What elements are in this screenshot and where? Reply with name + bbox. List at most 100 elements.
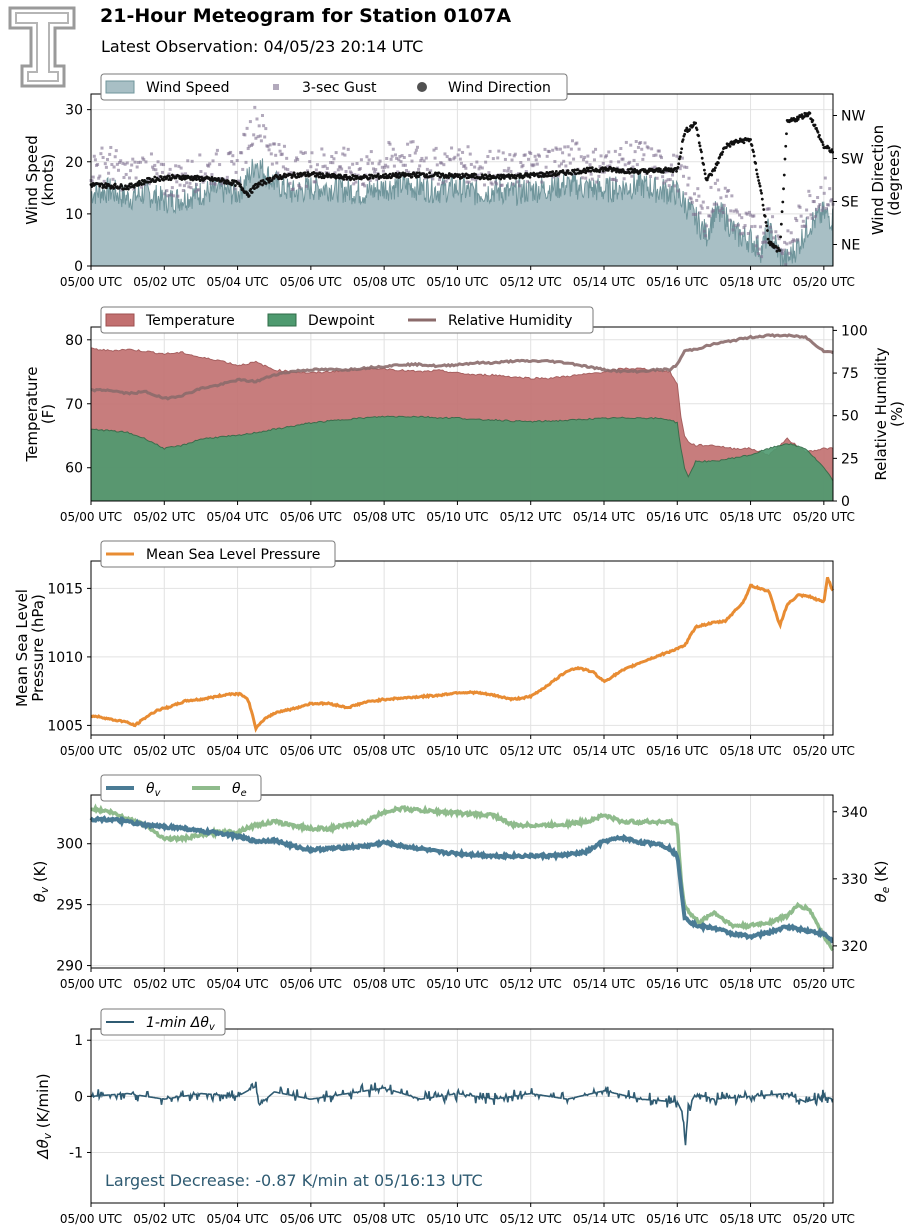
- wind-direction-point: [685, 126, 689, 130]
- legend-swatch: [273, 84, 279, 90]
- wind-direction-point: [775, 249, 779, 253]
- gust-point: [210, 173, 214, 177]
- x-tick-label: 05/06 UTC: [280, 1212, 342, 1226]
- gust-point: [259, 139, 263, 143]
- plot-frame: [90, 794, 834, 969]
- gust-point: [660, 156, 664, 160]
- gust-point: [540, 180, 544, 184]
- wind-direction-point: [428, 171, 431, 175]
- gust-point: [435, 163, 439, 167]
- gust-point: [422, 159, 426, 163]
- gust-point: [711, 208, 715, 212]
- gust-point: [646, 146, 650, 150]
- pressure-line: [90, 576, 835, 733]
- wind-direction-point: [425, 173, 429, 176]
- wind-direction-point: [703, 172, 707, 176]
- wind-direction-point: [574, 172, 578, 176]
- texas-tech-logo: [8, 6, 78, 90]
- wind-direction-point: [313, 171, 316, 175]
- wind-direction-point: [142, 182, 146, 186]
- gust-point: [186, 159, 190, 163]
- gust-point: [732, 209, 736, 213]
- gust-point: [768, 225, 772, 229]
- legend: θv θe: [100, 774, 262, 802]
- gust-point: [175, 180, 179, 184]
- gust-point: [661, 175, 665, 179]
- gust-point: [697, 194, 701, 198]
- gust-point: [683, 165, 687, 169]
- gust-point: [341, 152, 345, 156]
- gust-point: [809, 213, 813, 217]
- gust-point: [248, 120, 252, 124]
- gust-point: [135, 165, 139, 169]
- gust-point: [111, 177, 115, 181]
- gust-point: [668, 178, 672, 182]
- x-tick-label: 05/10 UTC: [426, 1212, 488, 1226]
- gust-point: [730, 194, 734, 198]
- gust-point: [690, 200, 694, 204]
- gust-point: [104, 165, 108, 169]
- gust-point: [558, 147, 562, 151]
- x-tick-label: 05/04 UTC: [206, 275, 268, 289]
- wind-direction-point: [542, 175, 546, 178]
- gust-point: [97, 176, 101, 180]
- gust-point: [479, 172, 483, 176]
- gust-point: [252, 133, 256, 137]
- gust-point: [722, 203, 726, 207]
- y-axis-label: Temperature(F): [23, 366, 57, 462]
- wind-direction-point: [513, 173, 516, 177]
- wind-direction-point: [758, 184, 762, 188]
- gust-point: [634, 140, 638, 144]
- wind-direction-point: [821, 143, 825, 147]
- gust-point: [684, 192, 688, 196]
- gust-point: [389, 157, 393, 161]
- x-tick-label: 05/18 UTC: [719, 510, 781, 524]
- gust-point: [601, 161, 605, 165]
- delta-theta-line: [91, 1081, 834, 1146]
- gust-point: [393, 153, 397, 157]
- gust-point: [184, 172, 188, 176]
- gust-point: [598, 165, 602, 169]
- gust-point: [662, 181, 666, 185]
- gust-point: [592, 158, 596, 162]
- gust-point: [339, 165, 343, 169]
- gust-point: [480, 166, 484, 170]
- wind-direction-point: [159, 175, 163, 179]
- plot-frame: [90, 560, 834, 736]
- wind-direction-point: [360, 177, 363, 181]
- x-tick-label: 05/18 UTC: [719, 1212, 781, 1226]
- gust-point: [721, 211, 725, 215]
- gust-point: [429, 169, 433, 173]
- wind-direction-point: [697, 141, 701, 145]
- gust-point: [557, 164, 561, 168]
- gust-point: [414, 148, 418, 152]
- x-tick-label: 05/04 UTC: [206, 510, 268, 524]
- gust-point: [804, 225, 808, 229]
- wind-direction-point: [268, 176, 272, 180]
- gust-point: [229, 150, 233, 154]
- wind-direction-point: [409, 172, 412, 176]
- wind-direction-point: [318, 172, 322, 176]
- gust-point: [544, 165, 548, 169]
- gust-point: [386, 165, 390, 169]
- x-tick-label: 05/10 UTC: [426, 744, 488, 758]
- legend-label: 3-sec Gust: [302, 80, 377, 96]
- gust-point: [453, 155, 457, 159]
- gust-point: [769, 230, 773, 234]
- gust-point: [746, 232, 750, 236]
- wind-direction-point: [702, 168, 706, 172]
- gust-point: [817, 205, 821, 209]
- x-tick-label: 05/06 UTC: [280, 275, 342, 289]
- wind-direction-point: [680, 147, 684, 151]
- gust-point: [496, 156, 500, 160]
- wind-direction-point: [724, 146, 728, 149]
- gust-point: [824, 207, 828, 211]
- gust-point: [160, 170, 164, 174]
- gust-point: [187, 185, 191, 189]
- gust-point: [712, 202, 716, 206]
- gust-point: [131, 157, 135, 161]
- gust-point: [264, 127, 268, 131]
- gust-point: [169, 193, 173, 197]
- gust-point: [132, 187, 136, 191]
- gust-point: [397, 158, 401, 162]
